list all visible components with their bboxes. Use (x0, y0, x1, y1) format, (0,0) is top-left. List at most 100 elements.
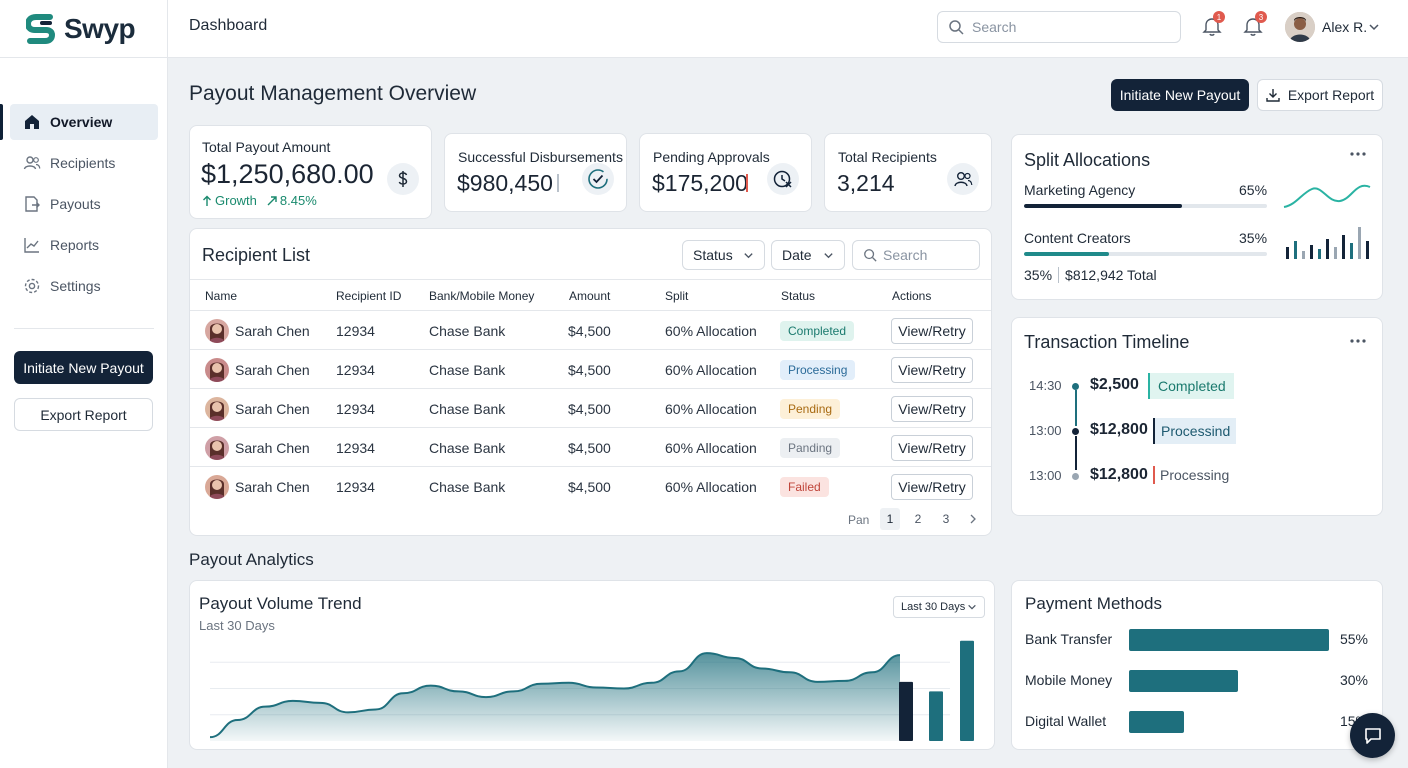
page-button-2[interactable]: 2 (914, 512, 922, 526)
status-filter-select[interactable]: Status (682, 240, 765, 270)
timeline-title: Transaction Timeline (1024, 332, 1190, 352)
bell-icon (1201, 15, 1223, 37)
chevron-down-icon[interactable] (1368, 21, 1380, 33)
sidebar-export-report-button[interactable]: Export Report (14, 398, 153, 431)
topbar (168, 0, 1408, 58)
recipient-search-input[interactable]: Search (852, 240, 980, 270)
notifications-button[interactable]: 1 (1201, 11, 1225, 37)
timeline-status: Processing (1160, 467, 1230, 483)
user-name[interactable]: Alex R. (1322, 19, 1368, 35)
timeline-amount: $12,800 (1090, 466, 1148, 483)
pagination-label: Pan (848, 513, 870, 527)
payout-trend-card: Payout Volume Trend Last 30 Days Last 30… (189, 580, 995, 750)
range-select[interactable]: Last 30 Days (893, 596, 985, 618)
notification-badge: 3 (1255, 11, 1267, 23)
table-divider (190, 310, 991, 311)
stat-label: Successful Disbursements (458, 149, 623, 165)
global-search-input[interactable]: Search (937, 11, 1181, 43)
recipient-bank: Chase Bank (429, 479, 506, 495)
recipient-id: 12934 (336, 362, 375, 378)
table-row[interactable]: Sarah Chen 12934 Chase Bank $4,500 60% Alloc… (190, 428, 991, 467)
more-options-icon[interactable] (1350, 151, 1366, 157)
chat-icon (1363, 726, 1383, 746)
pending-approvals-card: Pending Approvals $175,200 (639, 133, 812, 212)
total-payout-card: Total Payout Amount $1,250,680.00 Growth… (189, 125, 432, 219)
stat-label: Total Payout Amount (202, 139, 331, 155)
notification-badge: 1 (1213, 11, 1225, 23)
table-row[interactable]: Sarah Chen 12934 Chase Bank $4,500 60% Alloc… (190, 350, 991, 389)
sidebar-initiate-payout-button[interactable]: Initiate New Payout (14, 351, 153, 384)
recipient-id: 12934 (336, 479, 375, 495)
users-icon (22, 153, 42, 173)
recipient-bank: Chase Bank (429, 401, 506, 417)
date-filter-select[interactable]: Date (771, 240, 845, 270)
chevron-right-icon[interactable] (968, 514, 978, 524)
users-icon (947, 163, 979, 195)
payment-method-bar (1129, 629, 1329, 651)
sidebar-item-reports[interactable]: Reports (10, 227, 158, 263)
recipient-split: 60% Allocation (665, 479, 757, 495)
view-retry-button[interactable]: View/Retry (891, 435, 973, 461)
allocation-bar-fill (1024, 204, 1182, 208)
recipient-amount: $4,500 (568, 479, 611, 495)
sidebar-item-recipients[interactable]: Recipients (10, 145, 158, 181)
more-options-icon[interactable] (1350, 338, 1366, 344)
initiate-payout-button[interactable]: Initiate New Payout (1111, 79, 1249, 111)
status-badge: Completed (780, 321, 855, 341)
payment-method-bar (1129, 670, 1238, 692)
home-icon (22, 112, 42, 132)
avatar[interactable] (1285, 12, 1315, 42)
view-retry-button[interactable]: View/Retry (891, 318, 973, 344)
sidebar-item-overview[interactable]: Overview (10, 104, 158, 140)
trend-line (210, 652, 901, 739)
search-placeholder: Search (883, 247, 928, 263)
allocation-mini-bars (1284, 225, 1374, 259)
column-header-status[interactable]: Status (781, 289, 816, 303)
timeline-divider (1153, 466, 1155, 484)
recipient-list-title: Recipient List (202, 245, 311, 265)
column-header-name[interactable]: Name (205, 289, 238, 303)
analytics-section-title: Payout Analytics (189, 550, 314, 569)
recipient-split: 60% Allocation (665, 401, 757, 417)
payment-method-bar (1129, 711, 1184, 733)
table-row[interactable]: Sarah Chen 12934 Chase Bank $4,500 60% Alloc… (190, 467, 991, 506)
chat-button[interactable] (1350, 713, 1395, 758)
sidebar-item-label: Recipients (50, 155, 116, 171)
column-header-recipient-id[interactable]: Recipient ID (336, 289, 402, 303)
allocation-label: Content Creators (1024, 230, 1131, 246)
trend-bar (899, 681, 913, 741)
brand[interactable]: Swyp (0, 0, 168, 58)
growth-label: Growth (215, 193, 257, 208)
value-divider (746, 174, 748, 192)
view-retry-button[interactable]: View/Retry (891, 396, 973, 422)
column-header-split[interactable]: Split (665, 289, 689, 303)
avatar (205, 475, 229, 499)
value-divider (557, 174, 559, 192)
summary-percent: 35% (1024, 267, 1053, 283)
column-header-amount[interactable]: Amount (569, 289, 611, 303)
table-row[interactable]: Sarah Chen 12934 Chase Bank $4,500 60% Alloc… (190, 311, 991, 350)
page-button-3[interactable]: 3 (942, 512, 950, 526)
status-badge: Completed (1148, 373, 1234, 399)
payout-icon (22, 194, 42, 214)
chart-line-icon (22, 235, 42, 255)
recipient-name: Sarah Chen (235, 323, 310, 339)
alerts-button[interactable]: 3 (1242, 11, 1267, 37)
view-retry-button[interactable]: View/Retry (891, 357, 973, 383)
status-badge: Processing (780, 360, 856, 380)
successful-disbursements-card: Successful Disbursements $980,450 (444, 133, 627, 212)
clock-pending-icon (767, 163, 799, 195)
column-header-bank[interactable]: Bank/Mobile Money (429, 289, 535, 303)
table-row[interactable]: Sarah Chen 12934 Chase Bank $4,500 60% Alloc… (190, 389, 991, 428)
export-report-button[interactable]: Export Report (1257, 79, 1383, 111)
export-label: Export Report (1287, 87, 1375, 103)
split-allocations-card: Split Allocations Marketing Agency 65% C… (1011, 134, 1383, 300)
table-divider (190, 427, 991, 428)
page-title: Payout Management Overview (189, 82, 477, 105)
sidebar-item-payouts[interactable]: Payouts (10, 186, 158, 222)
page-button-1[interactable]: 1 (880, 508, 900, 530)
sidebar-item-settings[interactable]: Settings (10, 268, 158, 304)
table-divider (190, 279, 991, 280)
view-retry-button[interactable]: View/Retry (891, 474, 973, 500)
column-header-actions: Actions (892, 289, 932, 303)
